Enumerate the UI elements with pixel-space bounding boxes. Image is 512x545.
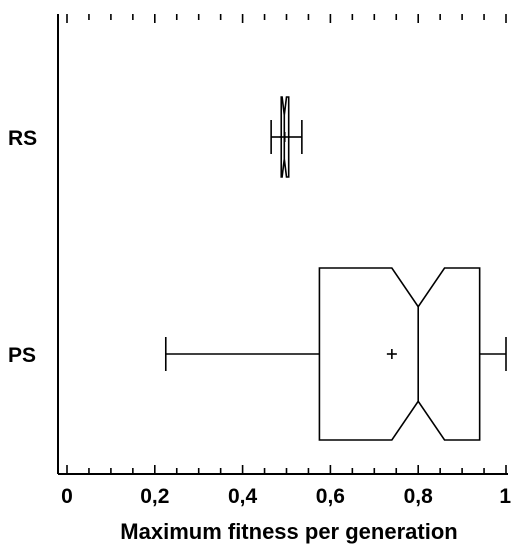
x-axis-title: Maximum fitness per generation <box>120 519 457 544</box>
x-tick-label: 0 <box>61 485 73 508</box>
box-rs <box>270 96 303 178</box>
category-label-ps: PS <box>8 344 36 367</box>
x-tick-label: 1 <box>499 485 511 508</box>
y-axis-category-labels: RS PS <box>8 127 37 367</box>
x-tick-label: 0,8 <box>404 485 434 508</box>
notched-box <box>280 96 290 178</box>
x-axis-ticks <box>66 14 507 474</box>
category-label-rs: RS <box>8 127 37 150</box>
box-ps <box>164 267 507 441</box>
x-tick-label: 0,6 <box>316 485 345 508</box>
x-tick-label: 0,4 <box>228 485 258 508</box>
boxes <box>164 96 507 441</box>
plot-frame <box>57 14 508 475</box>
x-tick-label: 0,2 <box>140 485 169 508</box>
x-axis-tick-labels: 0 0,2 0,4 0,6 0,8 1 <box>61 485 511 508</box>
notched-box <box>318 267 481 441</box>
